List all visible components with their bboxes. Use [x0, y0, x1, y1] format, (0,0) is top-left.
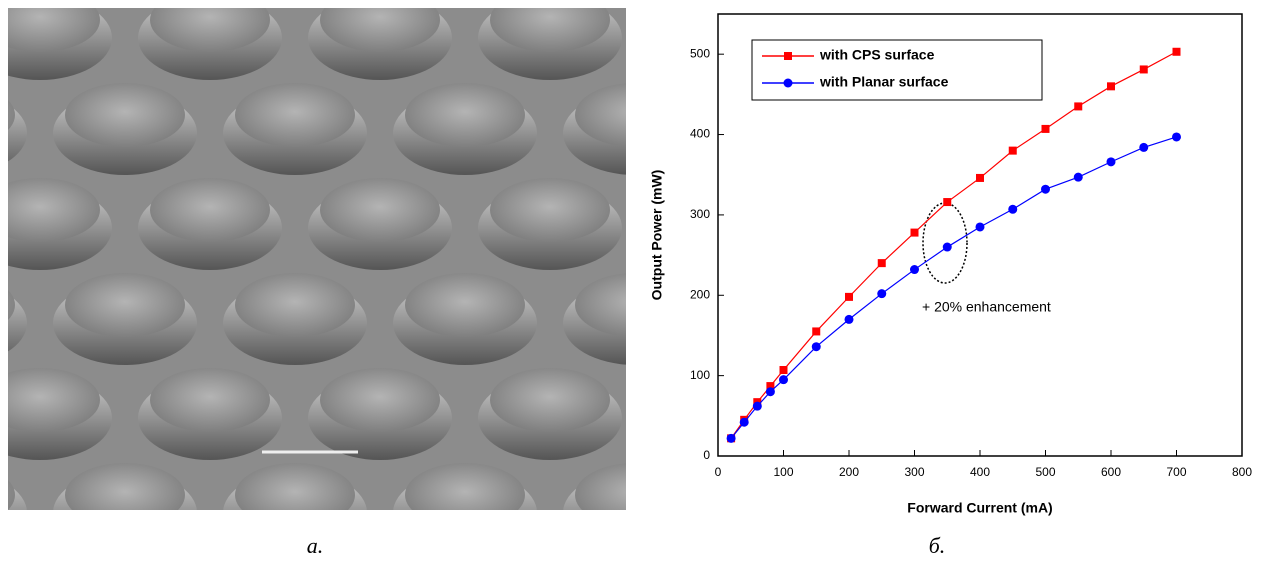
data-point [877, 259, 886, 268]
y-tick-label: 200 [690, 287, 710, 301]
data-point [975, 222, 985, 232]
data-point [779, 366, 788, 375]
chart: 0 100 200 300 400 500 600 700 800 0 100 200 300 400 50… [649, 13, 1252, 516]
data-point [811, 342, 821, 352]
data-point [752, 401, 762, 411]
legend-marker [784, 52, 792, 60]
mesa-side [733, 281, 877, 365]
mesa-top [65, 83, 185, 147]
data-point [766, 382, 775, 391]
x-tick-label: 400 [970, 465, 990, 479]
data-point [1107, 82, 1115, 91]
x-tick-label: 300 [904, 465, 924, 479]
data-point [1172, 132, 1181, 142]
x-tick-label: 200 [839, 465, 859, 479]
legend-label: with Planar surface [819, 74, 949, 90]
mesa-top [150, 178, 270, 242]
mesa-top [235, 463, 355, 510]
mesa-top [8, 480, 15, 510]
mesa-top [150, 368, 270, 432]
y-tick-label: 500 [690, 46, 710, 60]
x-tick-label: 0 [715, 465, 722, 479]
x-tick-label: 100 [773, 465, 793, 479]
data-point [976, 173, 984, 182]
data-point [1073, 172, 1083, 182]
mesa-top [405, 273, 525, 337]
mesa-side [733, 91, 877, 175]
data-point [812, 327, 821, 336]
highlight-ellipse [922, 202, 968, 284]
mesa-top [575, 463, 626, 510]
data-point [910, 228, 919, 237]
mesa-top [490, 368, 610, 432]
data-point [1139, 65, 1148, 74]
data-point [1041, 184, 1050, 194]
mesa-top [405, 83, 525, 147]
data-point [779, 375, 788, 385]
mesa-top [660, 178, 780, 242]
mesa-top [320, 178, 440, 242]
legend-box [751, 39, 1043, 101]
mesa-top [8, 178, 100, 242]
mesa-side [733, 471, 877, 555]
data-point [845, 292, 853, 301]
x-tick-label: 700 [1166, 465, 1186, 479]
x-tick-label: 800 [1232, 465, 1252, 479]
x-axis-label: Forward Current (mA) [907, 500, 1052, 516]
mesa-top [745, 273, 865, 337]
sem-image [8, 8, 877, 555]
annotation: + 20% enhancement [922, 299, 1051, 315]
mesa-top [8, 100, 15, 130]
mesa-top [575, 83, 626, 147]
mesa-top [8, 8, 100, 52]
data-point [1139, 142, 1149, 152]
data-point [765, 387, 775, 397]
y-tick-label: 300 [690, 207, 710, 221]
legend-label: with CPS surface [819, 47, 935, 63]
mesa-top [150, 8, 270, 52]
mesa-top [8, 368, 100, 432]
data-point [1008, 146, 1017, 155]
data-point [942, 242, 952, 252]
mesa-top [660, 368, 780, 432]
mesa-top [490, 8, 610, 52]
data-point [726, 433, 736, 443]
mesa-top [320, 8, 440, 52]
legend-marker [783, 78, 793, 88]
series-line [730, 51, 1177, 439]
data-point [1008, 204, 1018, 214]
y-axis-label: Output Power (mW) [649, 170, 665, 301]
caption: а. [307, 533, 324, 558]
mesa-top [8, 290, 15, 320]
mesa-top [65, 273, 185, 337]
mesa-top [405, 463, 525, 510]
mesa-top [65, 463, 185, 510]
data-point [1041, 124, 1050, 133]
data-point [1106, 157, 1116, 167]
mesa-top [575, 273, 626, 337]
y-tick-label: 400 [690, 127, 710, 141]
mesa-top [235, 273, 355, 337]
mesa-top [490, 178, 610, 242]
mesas [8, 8, 877, 555]
x-tick-label: 500 [1035, 465, 1055, 479]
mesa-top [320, 368, 440, 432]
y-tick-label: 0 [703, 448, 710, 462]
mesa-side [648, 186, 792, 270]
y-tick-label: 100 [690, 368, 710, 382]
data-point [1172, 47, 1181, 56]
caption: б. [929, 533, 946, 558]
data-point [844, 314, 854, 324]
data-point [1074, 102, 1083, 111]
data-point [739, 417, 749, 427]
data-point [877, 289, 887, 299]
series-line [730, 136, 1177, 439]
data-point [910, 265, 919, 275]
mesa-top [235, 83, 355, 147]
x-tick-label: 600 [1101, 465, 1121, 479]
data-point [943, 198, 952, 207]
